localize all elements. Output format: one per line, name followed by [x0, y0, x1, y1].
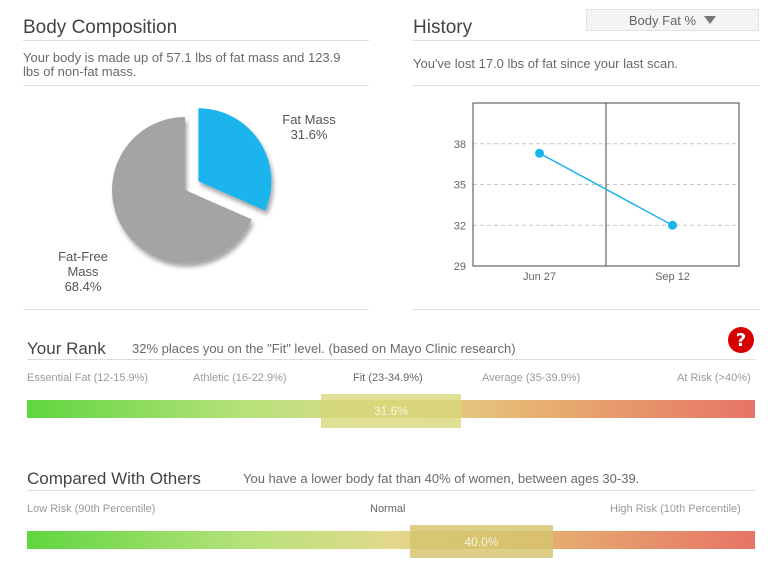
divider: [23, 85, 369, 86]
rank-title: Your Rank: [27, 339, 106, 358]
divider: [413, 40, 760, 41]
body-composition-description: Your body is made up of 57.1 lbs of fat …: [23, 51, 373, 79]
y-tick-label: 32: [454, 220, 466, 232]
body-composition-title: Body Composition: [23, 17, 178, 38]
divider: [413, 85, 760, 86]
data-point[interactable]: [668, 220, 677, 230]
rank-category-essential-fat: Essential Fat (12-15.9%): [27, 372, 149, 384]
y-tick-label: 38: [454, 139, 466, 151]
rank-category-at-risk: At Risk (>40%): [677, 372, 751, 384]
series-line: [539, 152, 673, 226]
fat-free-mass-label: Mass: [67, 264, 99, 279]
description-line: Your body is made up of 57.1 lbs of fat …: [23, 50, 341, 65]
compared-title: Compared With Others: [27, 469, 201, 488]
y-tick-label: 29: [454, 261, 466, 273]
compared-marker: 40.0%: [410, 525, 553, 558]
rank-marker: 31.6%: [321, 394, 461, 428]
divider: [413, 309, 760, 310]
y-tick-label: 35: [454, 180, 466, 192]
history-line-chart: 29 32 35 38 Jun 27 Sep 12: [454, 102, 740, 283]
data-point[interactable]: [535, 148, 544, 158]
divider: [23, 40, 369, 41]
fat-mass-label: Fat Mass: [282, 112, 336, 127]
pie-slice-fat-free-mass[interactable]: [111, 117, 252, 263]
x-tick-label: Jun 27: [523, 271, 556, 283]
divider: [27, 490, 755, 491]
compared-description: You have a lower body fat than 40% of wo…: [243, 471, 640, 486]
rank-category-average: Average (35-39.9%): [482, 372, 581, 384]
divider: [27, 359, 755, 360]
compared-category-high-risk: High Risk (10th Percentile): [610, 503, 741, 515]
divider: [23, 309, 369, 310]
history-description: You've lost 17.0 lbs of fat since your l…: [413, 56, 679, 71]
fat-free-mass-label: Fat-Free: [58, 249, 108, 264]
help-icon[interactable]: ?: [728, 327, 754, 353]
body-composition-pie-chart: [111, 108, 272, 263]
history-title: History: [413, 17, 473, 38]
compared-category-low-risk: Low Risk (90th Percentile): [27, 503, 156, 515]
fat-mass-percent: 31.6%: [290, 127, 328, 142]
rank-description: 32% places you on the "Fit" level. (base…: [132, 341, 516, 356]
metric-dropdown[interactable]: Body Fat %: [586, 9, 759, 31]
x-tick-label: Sep 12: [655, 271, 690, 283]
description-line: lbs of non-fat mass.: [23, 64, 137, 79]
fat-free-mass-legend: Fat-Free Mass 68.4%: [43, 249, 123, 294]
compared-category-normal: Normal: [370, 503, 406, 515]
metric-dropdown-value: Body Fat %: [628, 12, 697, 28]
fat-mass-legend: Fat Mass 31.6%: [264, 112, 354, 142]
compared-gradient-bar: [27, 531, 755, 549]
fat-free-mass-percent: 68.4%: [64, 279, 102, 294]
chevron-down-icon: [704, 16, 717, 24]
pie-slice-fat-mass[interactable]: [198, 108, 272, 211]
rank-category-fit: Fit (23-34.9%): [353, 372, 423, 384]
rank-category-athletic: Athletic (16-22.9%): [193, 372, 287, 384]
